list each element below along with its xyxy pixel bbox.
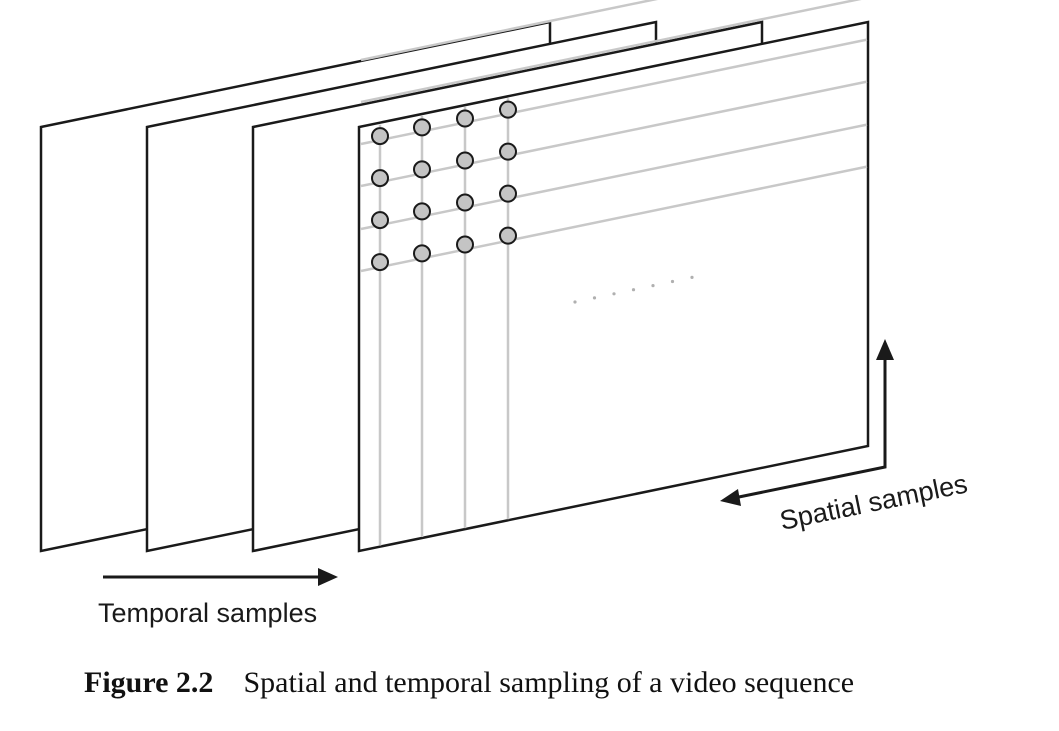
sample-point xyxy=(371,169,389,188)
sampling-diagram: Temporal samples Spatial samples xyxy=(39,0,970,628)
grid-row-line xyxy=(360,80,868,188)
spatial-arrowhead-up xyxy=(876,339,894,360)
spatial-arrow xyxy=(733,355,887,500)
ellipsis-dot xyxy=(573,300,577,304)
video-frame-4 xyxy=(357,20,870,553)
sample-point xyxy=(456,193,474,212)
figure-number: Figure 2.2 xyxy=(84,666,214,699)
sample-point xyxy=(456,235,474,254)
sample-point xyxy=(413,244,431,263)
ellipsis-dot xyxy=(690,275,694,279)
sample-point xyxy=(499,226,517,245)
sample-point xyxy=(371,253,389,272)
grid-row-line xyxy=(360,165,868,273)
spatial-arrowhead-left xyxy=(720,489,741,506)
sample-point xyxy=(499,100,517,119)
spatial-samples-label: Spatial samples xyxy=(777,468,970,535)
ellipsis-dot xyxy=(592,296,597,300)
continuation-ellipsis xyxy=(573,275,694,304)
figure-caption-text: Spatial and temporal sampling of a video… xyxy=(243,666,855,699)
figure-caption: Figure 2.2 Spatial and temporal sampling … xyxy=(84,666,854,700)
grid-row-line xyxy=(360,38,868,146)
sample-point xyxy=(456,109,474,128)
grid-row-line xyxy=(360,123,868,231)
temporal-arrowhead xyxy=(318,568,338,586)
ellipsis-dot xyxy=(631,288,636,292)
temporal-samples-label: Temporal samples xyxy=(98,598,317,628)
grid-row-line xyxy=(360,0,862,104)
sample-point xyxy=(456,151,474,170)
sample-point xyxy=(413,118,431,137)
sample-point xyxy=(371,211,389,230)
grid-row-line xyxy=(360,0,659,62)
sample-point xyxy=(371,127,389,146)
ellipsis-dot xyxy=(612,292,616,296)
sampling-grid-lines xyxy=(360,0,868,546)
ellipsis-dot xyxy=(670,279,675,284)
sample-point xyxy=(413,160,431,179)
sample-point xyxy=(499,142,517,161)
sample-point xyxy=(499,184,517,203)
video-frames xyxy=(39,20,870,553)
ellipsis-dot xyxy=(651,284,655,288)
spatial-sample-points xyxy=(371,100,517,272)
sample-point xyxy=(413,202,431,221)
